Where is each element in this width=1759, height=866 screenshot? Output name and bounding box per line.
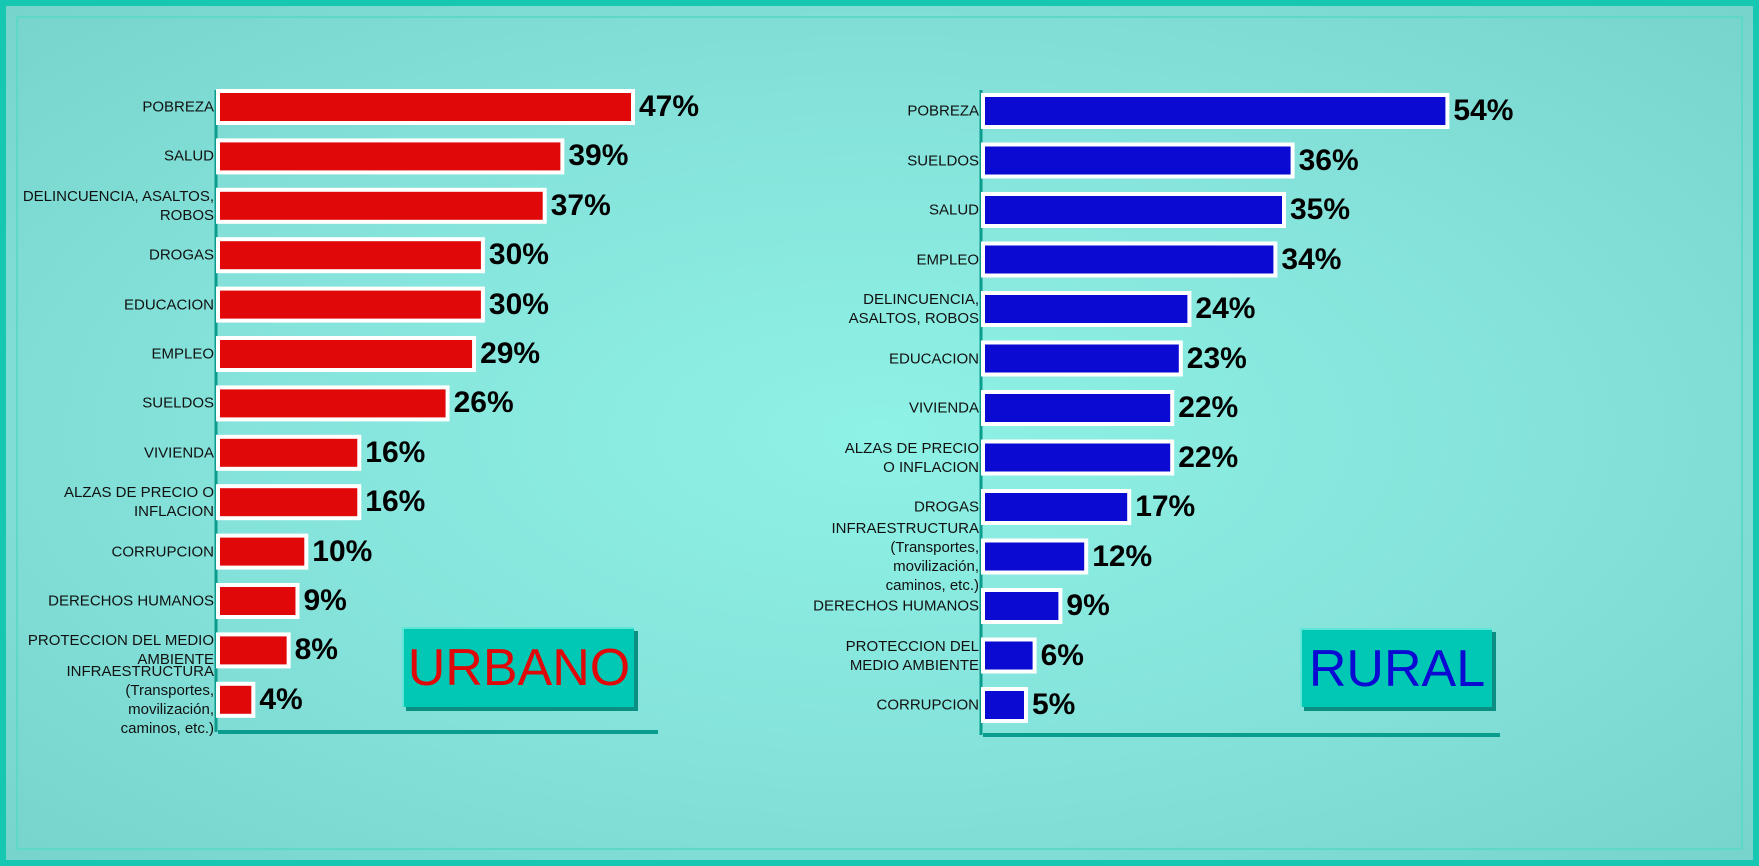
- bar: [981, 439, 1175, 476]
- bar: [216, 187, 547, 224]
- value-label: 4%: [259, 682, 303, 716]
- category-label: EMPLEO: [151, 345, 214, 363]
- bar: [981, 489, 1132, 525]
- chart-title: URBANO: [402, 627, 634, 707]
- category-label: DROGAS: [913, 498, 979, 516]
- category-label: DELINCUENCIA, ASALTOS, ROBOS: [22, 187, 214, 224]
- bar: [981, 390, 1175, 426]
- category-label: ALZAS DE PRECIO O INFLACION: [844, 439, 979, 476]
- value-label: 5%: [1032, 688, 1076, 721]
- bar: [981, 637, 1037, 674]
- category-label: POBREZA: [907, 102, 979, 120]
- bar: [216, 681, 256, 718]
- category-label: SUELDOS: [907, 152, 979, 169]
- frame: [16, 16, 1743, 850]
- bar: [216, 583, 300, 619]
- value-label: 16%: [365, 435, 426, 469]
- bar: [216, 286, 485, 323]
- category-label: SALUD: [928, 201, 979, 219]
- bar: [216, 89, 636, 125]
- value-label: 47%: [639, 90, 700, 123]
- category-label: DROGAS: [148, 246, 214, 264]
- category-label: INFRAESTRUCTURA (Transportes, movilizaci…: [66, 662, 214, 737]
- bar: [216, 138, 565, 175]
- value-label: 34%: [1281, 242, 1342, 276]
- bar: [216, 237, 485, 274]
- category-label: PROTECCION DEL MEDIO AMBIENTE: [845, 637, 979, 674]
- chart-title: RURAL: [1300, 628, 1492, 707]
- value-label: 29%: [480, 337, 541, 370]
- bar: [216, 336, 477, 372]
- value-label: 36%: [1298, 143, 1359, 177]
- bar: [216, 434, 362, 471]
- value-label: 17%: [1135, 490, 1196, 523]
- bar: [981, 340, 1183, 377]
- category-label: POBREZA: [142, 98, 214, 116]
- bar: [981, 192, 1286, 228]
- value-label: 22%: [1178, 440, 1239, 474]
- value-label: 9%: [303, 584, 347, 617]
- bar: [981, 142, 1295, 179]
- category-label: EMPLEO: [916, 251, 979, 268]
- value-label: 23%: [1186, 341, 1247, 375]
- bar: [981, 687, 1028, 723]
- value-label: 24%: [1195, 292, 1256, 325]
- value-label: 9%: [1066, 589, 1110, 622]
- bar: [981, 93, 1450, 129]
- category-label: CORRUPCION: [111, 543, 214, 561]
- category-label: VIVIENDA: [908, 399, 979, 417]
- value-label: 35%: [1290, 193, 1351, 226]
- bar: [216, 385, 450, 422]
- value-label: 39%: [568, 139, 629, 173]
- category-label: SUELDOS: [142, 394, 214, 412]
- value-label: 30%: [488, 287, 549, 321]
- value-label: 26%: [453, 386, 514, 420]
- category-label: EDUCACION: [123, 296, 214, 314]
- bar: [981, 588, 1063, 624]
- category-label: DERECHOS HUMANOS: [813, 597, 979, 615]
- category-label: SALUD: [163, 147, 214, 165]
- bar: [981, 241, 1278, 278]
- category-label: EDUCACION: [888, 350, 979, 367]
- bar: [981, 538, 1089, 575]
- charts: [214, 89, 1500, 737]
- category-label: DERECHOS HUMANOS: [48, 592, 214, 610]
- category-label: DELINCUENCIA, ASALTOS, ROBOS: [848, 291, 979, 327]
- value-label: 16%: [365, 485, 426, 519]
- value-label: 12%: [1092, 539, 1153, 573]
- category-label: PROTECCION DEL MEDIO AMBIENTE: [27, 632, 214, 669]
- bar: [216, 632, 291, 669]
- value-label: 8%: [294, 633, 338, 667]
- category-label: ALZAS DE PRECIO O INFLACION: [63, 484, 214, 521]
- category-label: CORRUPCION: [876, 696, 979, 714]
- value-label: 6%: [1040, 638, 1084, 672]
- bar: [981, 291, 1192, 327]
- category-label: VIVIENDA: [143, 444, 214, 462]
- value-label: 37%: [550, 188, 611, 222]
- bar: [216, 484, 362, 521]
- value-label: 10%: [312, 534, 373, 568]
- category-label: INFRAESTRUCTURA (Transportes, movilizaci…: [831, 519, 979, 594]
- value-label: 54%: [1453, 94, 1514, 127]
- value-label: 30%: [488, 238, 549, 272]
- bar: [216, 533, 309, 570]
- value-label: 22%: [1178, 391, 1239, 424]
